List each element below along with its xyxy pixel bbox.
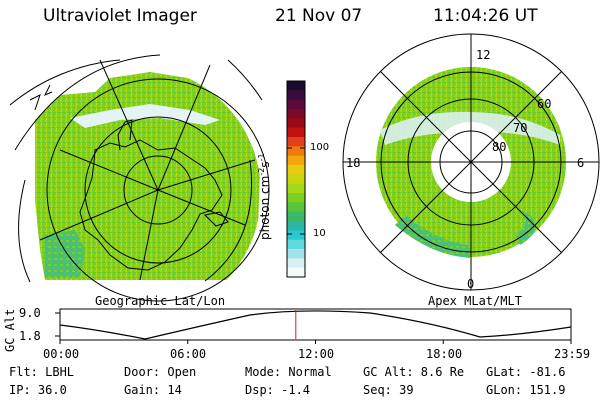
mlt-label-right: 6 [577, 156, 585, 170]
altitude-plot-frame [59, 308, 572, 341]
colorbar-swatch [287, 99, 305, 110]
mlat-label-70: 70 [513, 121, 528, 135]
colorbar-unit-label: photon cm-2s-1 [257, 153, 272, 240]
right-map-grid [342, 33, 600, 291]
colorbar-swatch [287, 174, 305, 185]
colorbar-swatch [287, 258, 305, 269]
colorbar-swatch [287, 146, 305, 157]
colorbar-tick-10: 10 [313, 228, 326, 239]
info-filter: Flt: LBHL [9, 365, 75, 379]
colorbar-swatch [287, 137, 305, 147]
colorbar-swatch [287, 165, 305, 175]
info-door: Door: Open [124, 365, 197, 379]
colorbar-swatch [287, 155, 305, 166]
mlat-label-60: 60 [537, 97, 552, 111]
colorbar-swatch [287, 118, 305, 129]
info-mode: Mode: Normal [245, 365, 332, 379]
colorbar-tick-100: 100 [310, 142, 330, 153]
alt-ytick-high: 9.0 [19, 306, 41, 320]
colorbar-swatch [287, 239, 305, 250]
colorbar [287, 81, 305, 278]
coast-detail [29, 84, 229, 227]
alt-plot-ylabel: GC Alt [3, 308, 17, 352]
alt-xtick-2: 12:00 [298, 347, 335, 361]
time-label: 11:04:26 UT [433, 6, 538, 26]
mlt-label-top: 12 [476, 48, 491, 62]
info-glat: GLat: -81.6 [486, 365, 566, 379]
colorbar-swatch [287, 230, 305, 241]
colorbar-swatch [287, 127, 305, 138]
mlat-label-80: 80 [492, 140, 507, 154]
mlt-label-bottom: 0 [467, 277, 475, 291]
info-seq: Seq: 39 [363, 383, 414, 397]
colorbar-swatch [287, 183, 305, 194]
colorbar-swatch [287, 267, 305, 278]
date-label: 21 Nov 07 [275, 6, 363, 26]
mlt-label-left: 18 [346, 156, 361, 170]
right-map-title: Apex MLat/MLT [428, 294, 522, 308]
alt-plot-ticks [55, 312, 572, 344]
info-dsp: Dsp: -1.4 [245, 383, 311, 397]
antarctica-coastline [79, 139, 223, 271]
colorbar-swatch [287, 202, 305, 213]
colorbar-swatch [287, 90, 305, 101]
colorbar-swatch [287, 211, 305, 222]
left-map-title: Geographic Lat/Lon [95, 294, 226, 308]
info-gc-alt: GC Alt: 8.6 Re [363, 365, 465, 379]
alt-xtick-4: 23:59 [554, 347, 591, 361]
info-glon: GLon: 151.9 [486, 383, 566, 397]
alt-xtick-1: 06:00 [170, 347, 207, 361]
alt-xtick-3: 18:00 [426, 347, 463, 361]
colorbar-swatch [287, 109, 305, 119]
peninsula-coastline [117, 119, 133, 151]
alt-xtick-0: 00:00 [43, 347, 80, 361]
colorbar-swatch [287, 81, 305, 91]
altitude-curve [59, 310, 572, 340]
colorbar-swatch [287, 249, 305, 259]
colorbar-swatch [287, 193, 305, 203]
info-ip: IP: 36.0 [9, 383, 67, 397]
alt-ytick-low: 1.8 [19, 329, 41, 343]
info-gain: Gain: 14 [124, 383, 182, 397]
left-map-grid [9, 54, 270, 302]
instrument-title: Ultraviolet Imager [43, 6, 197, 26]
left-aurora-image [35, 72, 260, 280]
colorbar-swatch [287, 221, 305, 231]
